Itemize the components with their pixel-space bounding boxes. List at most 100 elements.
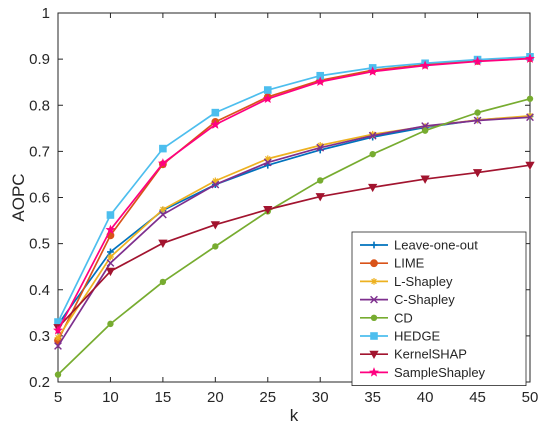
data-point bbox=[54, 371, 62, 378]
data-point bbox=[210, 119, 221, 129]
legend-marker bbox=[369, 350, 379, 360]
legend-entry: L-Shapley bbox=[360, 274, 453, 289]
x-tick-label: 50 bbox=[522, 389, 539, 406]
data-point bbox=[211, 177, 219, 185]
legend-marker bbox=[370, 295, 378, 304]
series-cd bbox=[54, 95, 534, 378]
data-point bbox=[159, 206, 167, 213]
data-point bbox=[263, 158, 272, 167]
series-line bbox=[57, 57, 531, 331]
legend-entry: C-Shapley bbox=[360, 292, 455, 307]
legend-label: SampleShapley bbox=[394, 365, 486, 380]
series-line bbox=[57, 97, 531, 376]
data-point bbox=[212, 243, 219, 250]
data-point bbox=[368, 131, 377, 140]
data-point bbox=[157, 158, 168, 168]
data-point bbox=[526, 95, 534, 102]
series-line bbox=[57, 164, 531, 329]
data-point bbox=[420, 60, 431, 70]
data-point bbox=[263, 205, 273, 215]
data-point bbox=[106, 259, 115, 267]
x-tick-label: 30 bbox=[312, 389, 329, 406]
data-point bbox=[211, 180, 220, 189]
legend-entry: LIME bbox=[360, 256, 425, 271]
data-point bbox=[211, 108, 220, 117]
data-point bbox=[105, 224, 116, 235]
y-tick-label: 0.3 bbox=[29, 328, 50, 345]
data-point bbox=[159, 278, 167, 286]
data-point bbox=[421, 122, 430, 130]
x-axis-label: k bbox=[290, 406, 299, 425]
x-tick-label: 10 bbox=[102, 389, 119, 406]
x-tick-label: 40 bbox=[417, 389, 434, 406]
series-kernelshap bbox=[53, 161, 535, 333]
data-point bbox=[315, 193, 325, 202]
data-point bbox=[472, 56, 483, 66]
data-point bbox=[210, 221, 220, 230]
data-point bbox=[472, 169, 483, 178]
data-point bbox=[315, 76, 326, 86]
axes: 5 10 15 20 25 30 35 40 45 50 0.2 0.3 0.4 0.5 0.6 0.7 0.8… bbox=[9, 5, 538, 425]
data-point bbox=[526, 112, 534, 120]
data-point bbox=[158, 239, 168, 248]
x-tick-label: 25 bbox=[259, 389, 276, 406]
y-tick-label: 0.4 bbox=[29, 282, 50, 299]
y-tick-label: 0.8 bbox=[29, 97, 50, 114]
data-point bbox=[368, 183, 378, 193]
x-tick-label: 5 bbox=[54, 389, 62, 406]
series-sampleshapley bbox=[53, 53, 535, 335]
data-point bbox=[367, 66, 378, 76]
data-point bbox=[421, 127, 429, 134]
y-tick-label: 0.5 bbox=[29, 236, 50, 253]
series-line bbox=[57, 116, 531, 347]
y-tick-label: 0.2 bbox=[29, 374, 50, 391]
legend-label: L-Shapley bbox=[394, 274, 453, 289]
data-point bbox=[262, 93, 273, 104]
legend-entry: SampleShapley bbox=[360, 365, 486, 380]
data-point bbox=[54, 334, 62, 342]
data-point bbox=[53, 325, 63, 335]
legend-label: KernelSHAP bbox=[394, 347, 467, 362]
legend-label: LIME bbox=[394, 256, 425, 271]
legend-entry: CD bbox=[360, 310, 413, 325]
data-point bbox=[263, 86, 272, 94]
data-point bbox=[525, 161, 535, 171]
legend-marker bbox=[370, 332, 378, 340]
data-point bbox=[107, 253, 114, 261]
data-point bbox=[525, 53, 535, 63]
data-point bbox=[54, 342, 62, 350]
data-point bbox=[526, 113, 534, 122]
data-point bbox=[369, 150, 376, 158]
y-tick-label: 0.7 bbox=[29, 143, 50, 160]
legend: Leave-one-out LIME L-Shapley C-Shapley CD HED… bbox=[351, 231, 527, 387]
series-lines bbox=[53, 53, 535, 378]
data-point bbox=[316, 141, 324, 149]
data-point bbox=[158, 210, 167, 219]
data-point bbox=[473, 116, 482, 125]
legend-box bbox=[351, 231, 527, 387]
data-point bbox=[105, 267, 116, 277]
legend-label: C-Shapley bbox=[394, 292, 455, 307]
data-point bbox=[264, 155, 272, 163]
legend-label: CD bbox=[394, 310, 413, 325]
legend-marker bbox=[370, 259, 378, 268]
data-point bbox=[316, 143, 325, 152]
x-tick-label: 35 bbox=[364, 389, 381, 406]
legend-entry: KernelSHAP bbox=[360, 347, 467, 362]
legend-entry: Leave-one-out bbox=[360, 238, 478, 253]
legend-entry: HEDGE bbox=[360, 329, 441, 344]
y-tick-label: 0.9 bbox=[29, 51, 50, 68]
data-point bbox=[474, 109, 481, 116]
y-axis-label: AOPC bbox=[9, 173, 28, 221]
x-tick-label: 20 bbox=[207, 389, 224, 406]
data-point bbox=[317, 177, 324, 184]
legend-marker bbox=[369, 367, 379, 377]
series-c-shapley bbox=[54, 113, 534, 350]
data-point bbox=[369, 130, 377, 138]
x-tick-label: 15 bbox=[155, 389, 172, 406]
legend-label: HEDGE bbox=[394, 329, 441, 344]
data-point bbox=[159, 144, 167, 153]
series-line bbox=[57, 55, 531, 323]
legend-marker bbox=[370, 241, 378, 249]
